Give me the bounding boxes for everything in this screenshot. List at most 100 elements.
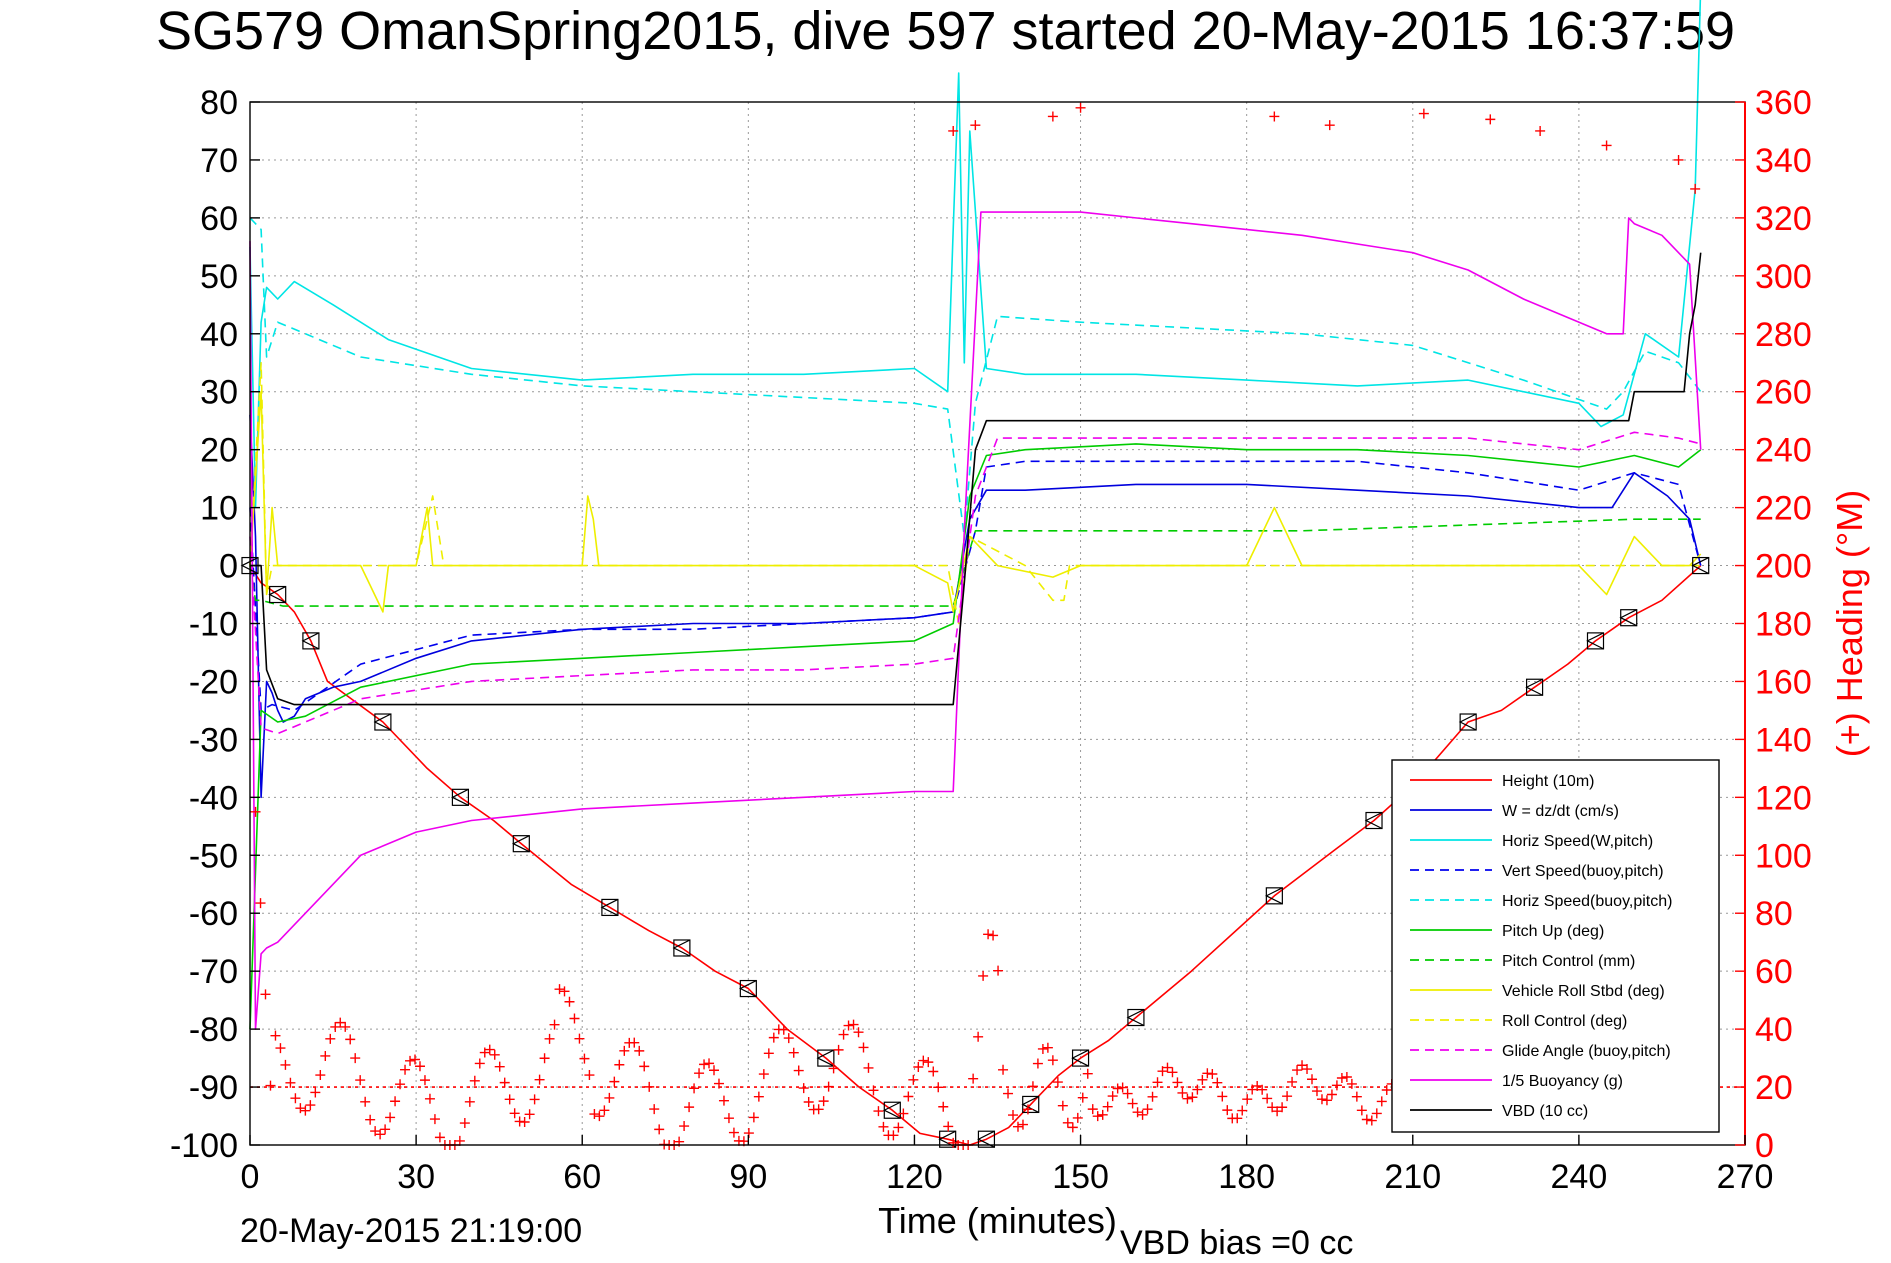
heading-marker	[559, 986, 570, 997]
heading-marker	[569, 1013, 580, 1024]
series-lines	[249, 0, 1745, 1146]
series-line-9	[249, 431, 1701, 735]
heading-marker	[1162, 1062, 1173, 1073]
depth-marker-arrow	[1525, 678, 1543, 696]
heading-marker	[275, 1043, 286, 1054]
depth-marker-arrow	[600, 898, 619, 916]
y-tick-label: -100	[170, 1127, 238, 1165]
depth-marker	[1691, 556, 1710, 575]
heading-marker	[614, 1059, 625, 1070]
heading-marker	[868, 1085, 879, 1096]
y-tick-label: 70	[200, 142, 238, 180]
heading-marker	[998, 1064, 1009, 1075]
heading-marker	[1262, 1093, 1273, 1104]
y2-axis-label: (+) Heading (°M)	[1829, 490, 1870, 757]
depth-marker	[451, 788, 470, 806]
heading-marker	[290, 1093, 301, 1104]
legend-label: Vehicle Roll Stbd (deg)	[1502, 983, 1665, 1000]
heading-marker	[1321, 1095, 1332, 1106]
heading-marker	[564, 996, 575, 1007]
heading-marker	[579, 1053, 590, 1064]
heading-marker	[1102, 1101, 1113, 1112]
heading-marker	[589, 1109, 600, 1120]
heading-marker	[1017, 1119, 1028, 1130]
heading-marker	[973, 1031, 984, 1042]
heading-marker	[295, 1103, 306, 1114]
series-line-10	[249, 211, 1702, 1030]
heading-marker	[1087, 1104, 1098, 1115]
x-tick-label: 30	[397, 1158, 435, 1196]
heading-marker	[414, 1061, 425, 1072]
heading-marker	[270, 1030, 281, 1041]
heading-marker	[464, 1096, 475, 1107]
heading-marker	[778, 1024, 789, 1035]
heading-marker	[1112, 1083, 1123, 1094]
heading-marker	[599, 1105, 610, 1116]
heading-marker	[305, 1100, 316, 1111]
heading-marker	[360, 1096, 371, 1107]
depth-marker-arrow	[1691, 557, 1709, 575]
heading-marker	[1147, 1091, 1158, 1102]
y-tick-label: 0	[219, 548, 238, 586]
depth-marker-arrow	[1071, 1049, 1089, 1067]
heading-marker	[783, 1033, 794, 1044]
heading-marker	[803, 1097, 814, 1108]
heading-marker	[285, 1077, 296, 1088]
heading-marker	[768, 1032, 779, 1043]
heading-marker	[434, 1132, 445, 1143]
depth-marker	[1458, 713, 1477, 731]
heading-marker	[1137, 1109, 1148, 1120]
depth-marker	[301, 632, 320, 650]
heading-marker	[1361, 1114, 1372, 1125]
heading-marker	[474, 1058, 485, 1069]
heading-marker	[529, 1094, 540, 1105]
legend-label: Horiz Speed(buoy,pitch)	[1502, 893, 1672, 910]
heading-marker	[609, 1076, 620, 1087]
depth-marker	[1619, 609, 1638, 627]
heading-marker	[429, 1114, 440, 1125]
series-line-3	[249, 460, 1702, 712]
heading-marker	[395, 1079, 406, 1090]
y-tick-label: 60	[200, 200, 238, 238]
y2-tick-label: 0	[1755, 1127, 1774, 1165]
y-tick-label: -70	[189, 953, 238, 991]
heading-marker	[1673, 154, 1684, 165]
heading-marker	[1067, 1122, 1078, 1133]
heading-marker	[365, 1114, 376, 1125]
heading-marker	[1092, 1111, 1103, 1122]
x-tick-label: 120	[886, 1158, 943, 1196]
heading-marker	[853, 1027, 864, 1038]
heading-marker	[943, 1121, 954, 1132]
legend-label: W = dz/dt (cm/s)	[1502, 803, 1619, 820]
heading-marker	[1047, 1055, 1058, 1066]
heading-marker	[424, 1093, 435, 1104]
legend-box	[1391, 759, 1720, 1133]
heading-marker	[454, 1135, 465, 1146]
series-line-11	[250, 252, 1702, 706]
heading-marker	[489, 1049, 500, 1060]
depth-marker-arrow	[1265, 887, 1283, 905]
legend-label: VBD (10 cc)	[1502, 1103, 1588, 1120]
y2-tick-label: 280	[1755, 316, 1812, 354]
depth-marker	[600, 898, 619, 917]
y-tick-label: 50	[200, 258, 238, 296]
y-tick-label: -60	[189, 895, 238, 933]
x-tick-label: 210	[1384, 1158, 1441, 1196]
depth-marker	[738, 979, 757, 998]
heading-marker	[1326, 1089, 1337, 1100]
heading-marker	[1232, 1113, 1243, 1124]
heading-marker	[1601, 140, 1612, 151]
heading-marker	[1032, 1058, 1043, 1069]
depth-marker-arrow	[511, 835, 530, 853]
y-tick-label: -20	[189, 663, 238, 701]
y-tick-label: -50	[189, 837, 238, 875]
heading-marker	[629, 1037, 640, 1048]
heading-marker	[978, 970, 989, 981]
x-axis-label: Time (minutes)	[878, 1200, 1117, 1241]
y2-tick-label: 220	[1755, 490, 1812, 528]
heading-marker	[1167, 1067, 1178, 1078]
x-tick-label: 90	[729, 1158, 767, 1196]
heading-marker	[1287, 1076, 1298, 1087]
heading-marker	[988, 930, 999, 941]
